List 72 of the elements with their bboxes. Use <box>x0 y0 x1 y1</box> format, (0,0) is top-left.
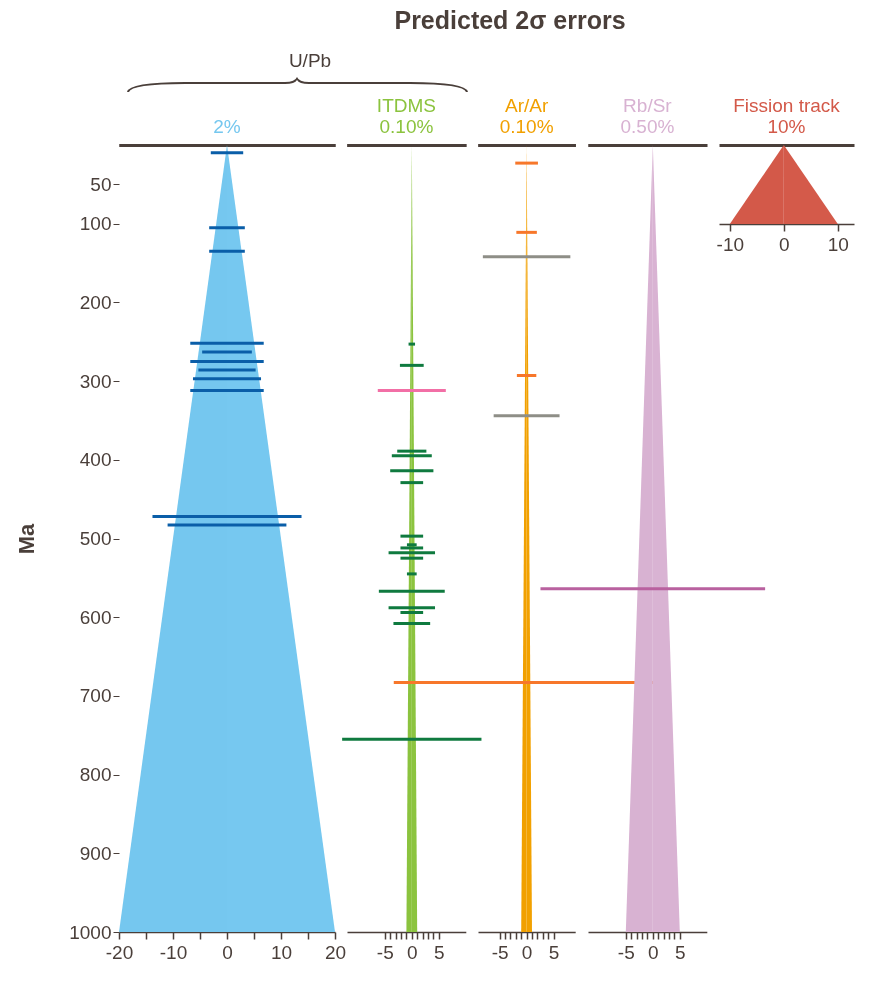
x-tick-label: 5 <box>675 941 686 963</box>
bar <box>342 737 482 741</box>
y-tick-label: 500 <box>79 528 112 549</box>
x-tick-label: 0 <box>779 233 790 255</box>
chart-title: Rb/Sr <box>623 95 673 116</box>
text: Predicted 2σ errors <box>393 6 627 35</box>
bar <box>515 161 538 165</box>
x-tick-label: 0 <box>222 941 233 963</box>
bar <box>516 230 537 234</box>
x-tick-label: 5 <box>434 941 445 963</box>
x-tick-label: -5 <box>617 941 635 963</box>
bar <box>198 368 256 372</box>
text: U/Pb <box>287 50 333 72</box>
bar <box>377 389 446 393</box>
y-tick-label: 100 <box>79 213 112 235</box>
y-tick-label: 50 <box>90 173 112 195</box>
bar <box>202 350 252 354</box>
bar <box>390 469 434 473</box>
chart-title: ITDMS <box>376 95 436 116</box>
bar <box>400 481 424 485</box>
y-tick-label: 900 <box>79 842 112 864</box>
bar <box>210 151 244 155</box>
y-tick-label: 400 <box>79 449 112 471</box>
bar <box>378 589 445 593</box>
bar <box>482 255 571 259</box>
text: 10% <box>767 116 806 137</box>
y-tick-label: 300 <box>79 370 112 392</box>
y-tick-label: 600 <box>79 606 112 628</box>
bar <box>400 610 424 614</box>
chart-subtitle: 0.50% <box>620 116 675 137</box>
bar <box>408 342 416 346</box>
bar <box>406 572 417 576</box>
bar <box>190 341 264 345</box>
x-tick-label: 20 <box>324 941 347 963</box>
x-tick-label: 10 <box>827 233 849 255</box>
x-tick-label: -10 <box>159 941 188 963</box>
bar <box>400 534 424 538</box>
chart-subtitle: 0.10% <box>499 116 554 137</box>
y-tick-label: 700 <box>79 685 112 707</box>
x-tick-label: 0 <box>521 941 533 963</box>
chart-title: Ar/Ar <box>504 95 549 116</box>
chart-title: Fission track <box>733 95 841 116</box>
y-tick-label: 800 <box>79 764 112 786</box>
x-tick-label: 10 <box>270 941 293 963</box>
bar <box>400 556 424 560</box>
x-tick-label: -5 <box>376 941 394 963</box>
x-tick-label: -5 <box>491 941 509 963</box>
bar <box>493 414 560 418</box>
bar <box>190 359 264 363</box>
bar <box>190 389 264 393</box>
bar <box>388 551 436 555</box>
bar <box>152 514 302 518</box>
x-tick-label: 5 <box>548 941 560 963</box>
bar <box>393 622 431 625</box>
bar <box>209 226 245 230</box>
y-axis-title: Ma <box>14 522 40 555</box>
bar <box>209 249 245 253</box>
x-tick-label: -10 <box>716 233 745 255</box>
bar <box>399 363 424 367</box>
x-tick-label: -20 <box>105 941 134 963</box>
y-tick-label: 1000 <box>69 921 112 943</box>
bar <box>391 454 432 458</box>
x-tick-label: 0 <box>407 941 418 963</box>
bar <box>192 377 262 381</box>
x-tick-label: 0 <box>648 941 659 963</box>
bar <box>167 523 287 527</box>
bar <box>516 374 537 378</box>
y-tick-label: 200 <box>79 291 112 313</box>
bar <box>388 606 436 610</box>
bar <box>400 546 424 550</box>
chart-subtitle: 0.10% <box>379 116 434 137</box>
chart-title: 2% <box>213 116 241 137</box>
